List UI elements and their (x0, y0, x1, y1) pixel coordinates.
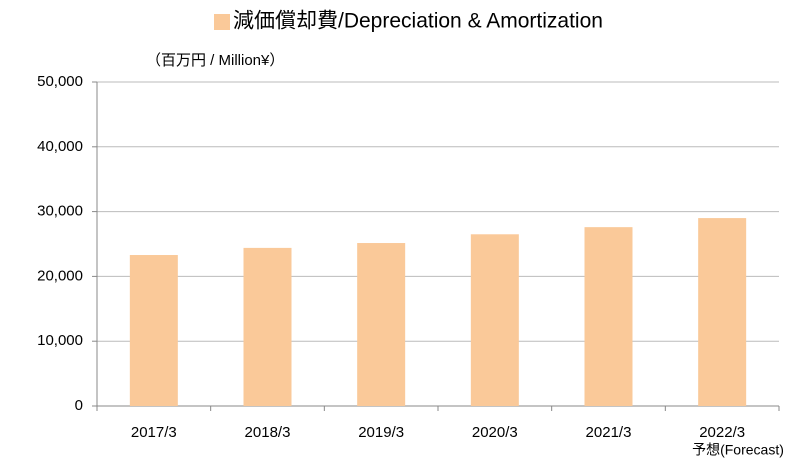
unit-label: （百万円 / Million¥） (146, 52, 284, 69)
y-tick-label: 20,000 (37, 267, 83, 284)
annotation: 予想(Forecast) (692, 442, 784, 458)
x-tick-label: 2020/3 (472, 424, 518, 441)
bar (243, 247, 292, 406)
x-tick-label: 2019/3 (358, 424, 404, 441)
bar (470, 234, 519, 406)
y-tick-label: 40,000 (37, 138, 83, 155)
y-tick-label: 0 (75, 397, 83, 414)
bar (698, 218, 747, 406)
bar (129, 255, 178, 406)
legend-swatch (214, 14, 230, 30)
x-tick-label: 2022/3 (699, 424, 745, 441)
bar (357, 243, 406, 406)
legend-label: 減価償却費/Depreciation & Amortization (233, 10, 603, 33)
y-tick-label: 30,000 (37, 203, 83, 220)
x-tick-label: 2018/3 (245, 424, 291, 441)
x-tick-label: 2021/3 (586, 424, 632, 441)
x-tick-label: 2017/3 (131, 424, 177, 441)
y-tick-label: 10,000 (37, 332, 83, 349)
bar (584, 227, 633, 406)
y-tick-label: 50,000 (37, 73, 83, 90)
